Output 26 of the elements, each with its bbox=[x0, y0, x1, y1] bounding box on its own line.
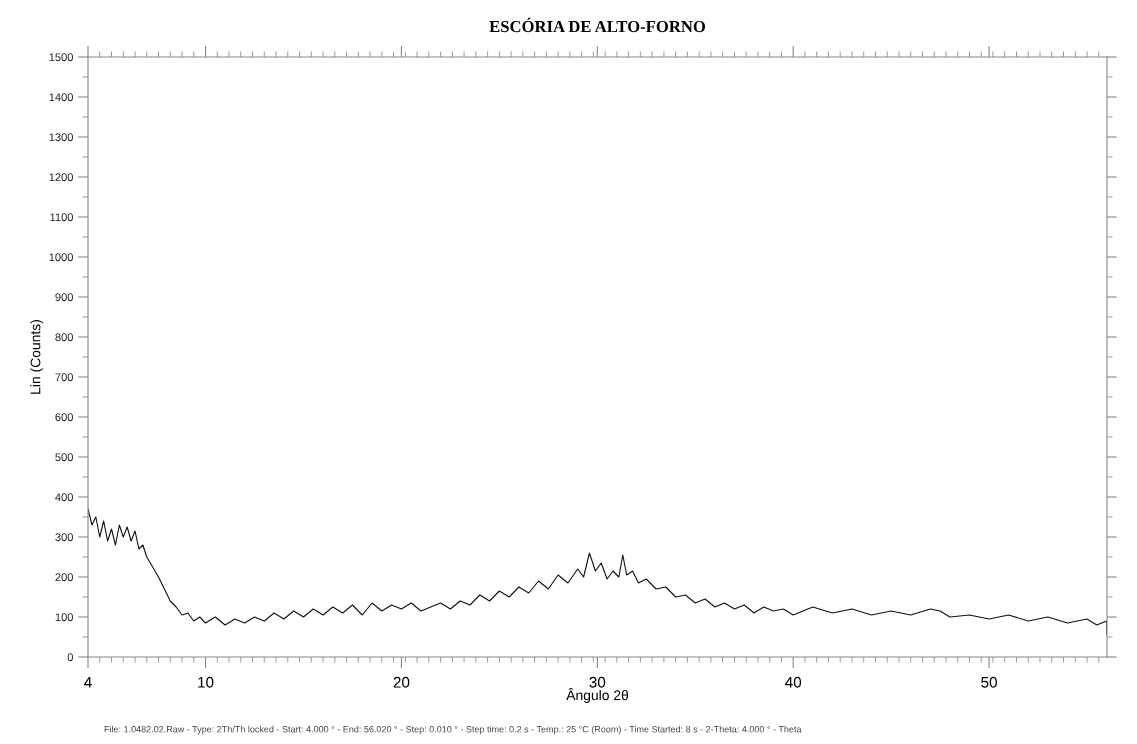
y-tick-label: 500 bbox=[55, 453, 73, 462]
y-tick-label: 400 bbox=[55, 493, 73, 502]
x-axis-title: Ângulo 2θ bbox=[566, 687, 629, 703]
y-tick-label: 100 bbox=[55, 613, 73, 622]
x-tick-label: 20 bbox=[393, 676, 410, 688]
y-tick-label: 700 bbox=[55, 373, 73, 382]
y-tick-label: 900 bbox=[55, 293, 73, 302]
text: File: 1.0482.02.Raw - Type: 2Th/Th locked - Start: 4.000 ° - End: 56.020 ° - Step: 0.010 ° - Step time: 0.2 s - Temp.: 25 °C (Room) - Time Started: 8 s - 2-Theta: 4.000 ° - Theta bbox=[104, 725, 802, 735]
y-tick-label: 600 bbox=[55, 413, 73, 422]
x-tick-label: 30 bbox=[589, 676, 606, 688]
y-tick-label: 1400 bbox=[49, 93, 73, 102]
chart-title: ESCÓRIA DE ALTO-FORNO bbox=[489, 17, 706, 33]
x-tick-label: 10 bbox=[198, 676, 214, 688]
y-tick-label: 1100 bbox=[50, 213, 73, 222]
x-tick-label: 4 bbox=[84, 677, 92, 688]
y-tick-label: 1000 bbox=[49, 253, 73, 262]
x-tick-label: 40 bbox=[785, 676, 802, 688]
y-tick-label: 1300 bbox=[49, 133, 73, 142]
y-tick-label: 1500 bbox=[49, 53, 73, 62]
x-tick-label: 50 bbox=[981, 676, 997, 688]
y-tick-label: 1200 bbox=[49, 173, 73, 182]
y-tick-label: 0 bbox=[67, 653, 73, 662]
y-tick-label: 300 bbox=[55, 533, 73, 542]
y-tick-label: 800 bbox=[55, 333, 73, 342]
y-axis-title: Lin (Counts) bbox=[30, 320, 44, 394]
y-tick-label: 200 bbox=[55, 573, 73, 582]
